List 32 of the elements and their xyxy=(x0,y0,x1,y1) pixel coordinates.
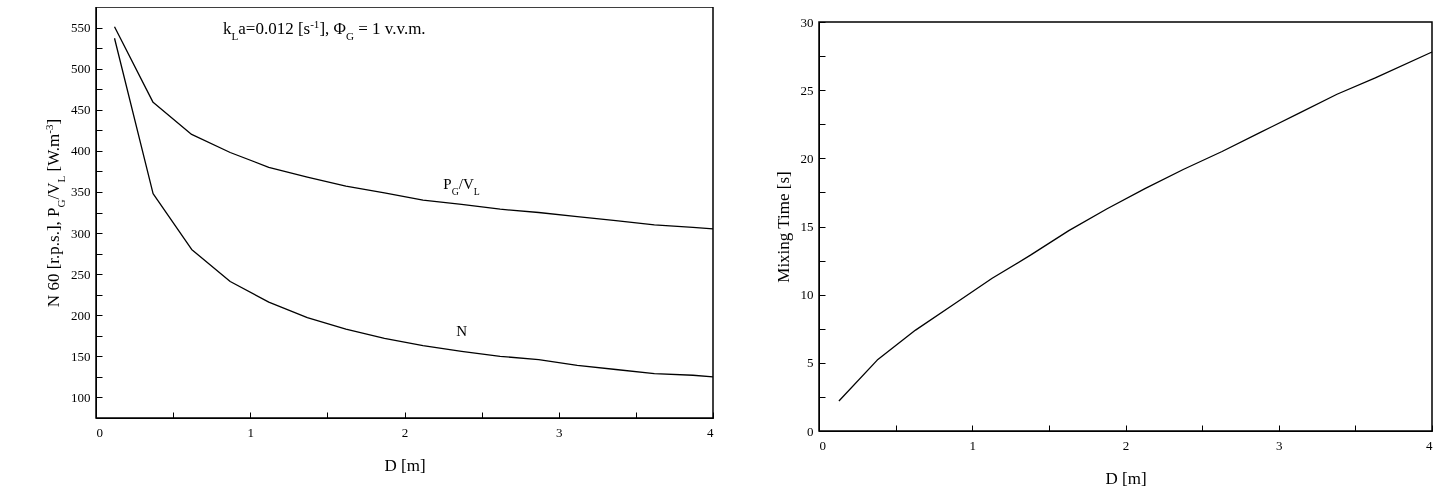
x-tick-label: 1 xyxy=(969,437,976,453)
x-tick-label: 0 xyxy=(819,437,826,453)
y-tick-label: 350 xyxy=(71,184,91,200)
y-tick-label: 300 xyxy=(71,225,91,241)
x-tick-label: 0 xyxy=(96,424,103,440)
y-tick-label: 200 xyxy=(71,307,91,323)
y-tick-label: 550 xyxy=(71,20,91,36)
x-tick-label: 3 xyxy=(1276,437,1283,453)
x-tick-label: 4 xyxy=(1426,437,1433,453)
series-label: N xyxy=(456,323,468,340)
x-tick-label: 4 xyxy=(707,424,714,440)
x-axis-title: D [m] xyxy=(1105,468,1147,488)
y-tick-label: 5 xyxy=(807,355,814,371)
y-tick-label: 450 xyxy=(71,102,91,118)
x-tick-label: 2 xyxy=(1122,437,1130,453)
annotation: k$_{L}$a=0.012 [s$^{-1}$], Φ$_{G}$ = 1 v.v.m. xyxy=(222,18,426,42)
y-tick-label: 20 xyxy=(800,150,814,166)
y-tick-label: 400 xyxy=(71,143,91,159)
y-axis-title: Mixing Time [s] xyxy=(773,171,793,283)
y-tick-label: 10 xyxy=(800,287,814,303)
y-tick-label: 30 xyxy=(800,14,814,30)
y-tick-label: 25 xyxy=(800,82,814,98)
y-tick-label: 15 xyxy=(800,219,814,234)
x-tick-label: 1 xyxy=(247,424,254,440)
x-tick-label: 2 xyxy=(401,424,409,440)
x-axis-title: D [m] xyxy=(384,455,426,475)
y-tick-label: 500 xyxy=(71,61,91,77)
series-label: P$_{G}$/V$_{L}$ xyxy=(443,176,480,197)
y-tick-label: 100 xyxy=(71,389,91,405)
y-tick-label: 150 xyxy=(71,348,91,364)
y-tick-label: 250 xyxy=(71,266,91,282)
x-tick-label: 3 xyxy=(556,424,563,440)
